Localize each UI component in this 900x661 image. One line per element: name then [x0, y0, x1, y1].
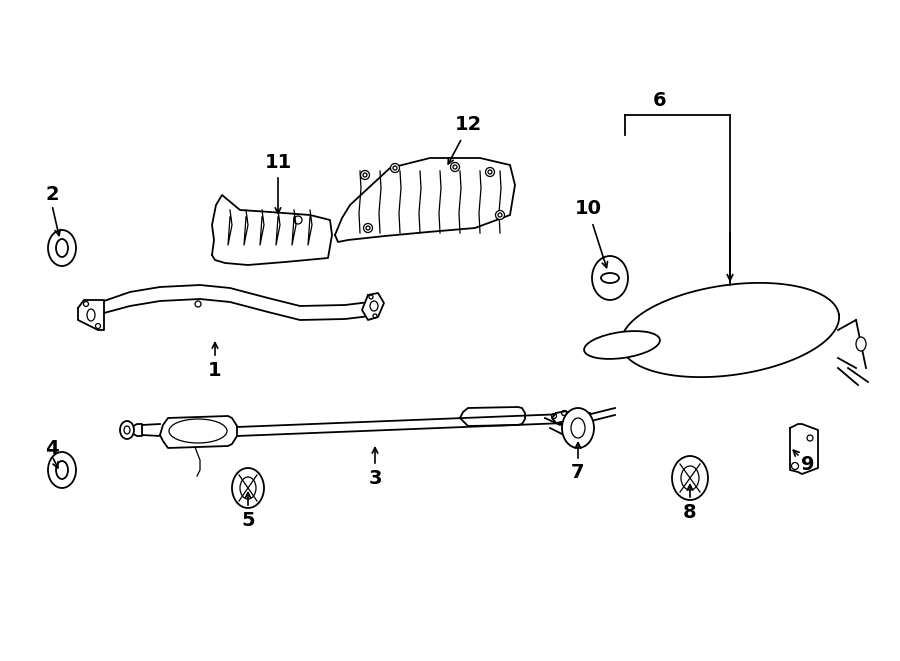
Text: 3: 3 — [368, 469, 382, 488]
Text: 6: 6 — [653, 91, 667, 110]
Polygon shape — [790, 424, 818, 474]
Polygon shape — [552, 411, 570, 423]
Ellipse shape — [48, 452, 76, 488]
Ellipse shape — [370, 301, 378, 311]
Circle shape — [496, 210, 505, 219]
Ellipse shape — [562, 408, 594, 448]
Circle shape — [391, 163, 400, 173]
Text: 11: 11 — [265, 153, 292, 171]
Ellipse shape — [584, 331, 660, 359]
Polygon shape — [130, 424, 142, 436]
Text: 2: 2 — [45, 186, 58, 204]
Ellipse shape — [48, 230, 76, 266]
Ellipse shape — [120, 421, 134, 439]
Polygon shape — [212, 195, 332, 265]
Ellipse shape — [56, 461, 68, 479]
Text: 5: 5 — [241, 510, 255, 529]
Circle shape — [361, 171, 370, 180]
Text: 8: 8 — [683, 502, 697, 522]
Text: 10: 10 — [574, 198, 601, 217]
Polygon shape — [160, 416, 237, 448]
Ellipse shape — [232, 468, 264, 508]
Polygon shape — [335, 158, 515, 242]
Ellipse shape — [672, 456, 708, 500]
Ellipse shape — [240, 477, 256, 499]
Text: 4: 4 — [45, 438, 58, 457]
Ellipse shape — [681, 466, 699, 490]
Polygon shape — [78, 300, 104, 330]
Circle shape — [364, 223, 373, 233]
Text: 12: 12 — [454, 116, 482, 134]
Ellipse shape — [856, 337, 866, 351]
Ellipse shape — [592, 256, 628, 300]
Ellipse shape — [601, 273, 619, 283]
Polygon shape — [460, 407, 525, 426]
Text: 9: 9 — [801, 455, 814, 475]
Circle shape — [451, 163, 460, 171]
Polygon shape — [362, 293, 384, 320]
Circle shape — [485, 167, 494, 176]
Ellipse shape — [124, 426, 130, 434]
Text: 1: 1 — [208, 360, 221, 379]
Text: 7: 7 — [572, 463, 585, 483]
Ellipse shape — [87, 309, 95, 321]
Ellipse shape — [571, 418, 585, 438]
Polygon shape — [621, 283, 839, 377]
Ellipse shape — [56, 239, 68, 257]
